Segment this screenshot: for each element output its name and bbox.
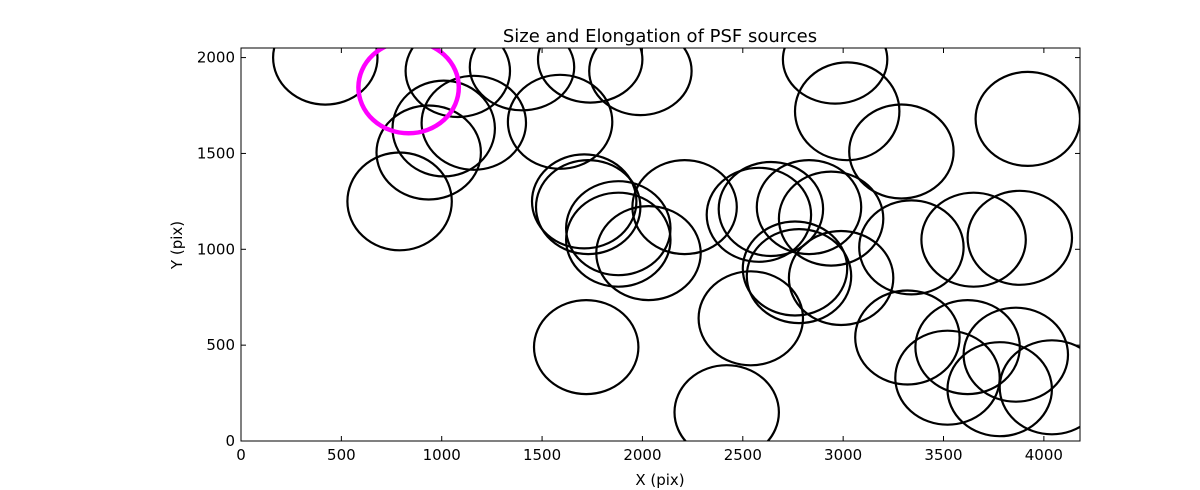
psf-ellipse [705, 166, 813, 263]
psf-ellipse [404, 48, 512, 119]
psf-ellipse [673, 364, 780, 441]
psf-ellipse [914, 299, 1021, 396]
psf-ellipse [530, 153, 638, 250]
psf-ellipse [588, 48, 693, 117]
x-tick-label: 500 [327, 446, 356, 464]
y-tick-label: 1500 [197, 144, 235, 162]
psf-ellipse [745, 228, 853, 325]
psf-ellipse [468, 48, 576, 112]
psf-ellipse [532, 299, 640, 396]
chart-title: Size and Elongation of PSF sources [503, 26, 817, 47]
psf-ellipse [854, 289, 961, 386]
plot-frame [240, 47, 1081, 442]
psf-ellipse [974, 70, 1080, 167]
psf-ellipse [781, 48, 889, 105]
x-tick-label: 2000 [623, 446, 661, 464]
x-tick-label: 2500 [724, 446, 762, 464]
x-tick-label: 3000 [824, 446, 862, 464]
psf-ellipse [564, 191, 672, 288]
psf-ellipse [920, 191, 1027, 288]
ellipse-layer [272, 48, 1080, 441]
psf-ellipse [346, 151, 453, 252]
y-axis: 0 500 1000 1500 2000 [197, 49, 1080, 450]
x-tick-label: 1000 [423, 446, 461, 464]
psf-ellipse-highlight [356, 48, 462, 136]
y-tick-label: 0 [225, 432, 235, 450]
psf-ellipse [534, 159, 642, 256]
psf-ellipse [755, 159, 863, 256]
psf-ellipse [848, 103, 955, 200]
psf-ellipse [793, 61, 901, 162]
psf-ellipse [697, 270, 805, 367]
x-tick-label: 1500 [523, 446, 561, 464]
psf-ellipse [787, 229, 895, 327]
psf-ellipse [717, 160, 825, 258]
x-tick-label: 4000 [1025, 446, 1063, 464]
y-tick-label: 2000 [197, 49, 235, 67]
psf-ellipse [631, 159, 738, 256]
psf-ellipse [946, 341, 1054, 438]
psf-ellipse [272, 48, 379, 106]
psf-ellipse [966, 189, 1074, 286]
psf-ellipse [564, 180, 672, 277]
psf-ellipse [375, 104, 483, 201]
x-tick-label: 3500 [924, 446, 962, 464]
x-axis-label: X (pix) [635, 471, 684, 489]
psf-ellipse [741, 220, 849, 317]
y-axis-label: Y (pix) [168, 221, 186, 270]
psf-ellipse [595, 205, 702, 302]
psf-ellipse [506, 73, 614, 170]
psf-ellipse [998, 339, 1080, 436]
psf-ellipse [858, 199, 965, 296]
psf-ellipse [420, 74, 528, 171]
psf-ellipse [777, 170, 885, 267]
y-tick-label: 1000 [197, 240, 235, 258]
x-axis: 0 500 1000 1500 2000 2500 3000 3500 4000 [236, 48, 1063, 464]
psf-ellipse [536, 48, 644, 104]
x-tick-label: 0 [236, 446, 246, 464]
y-tick-label: 500 [206, 336, 235, 354]
